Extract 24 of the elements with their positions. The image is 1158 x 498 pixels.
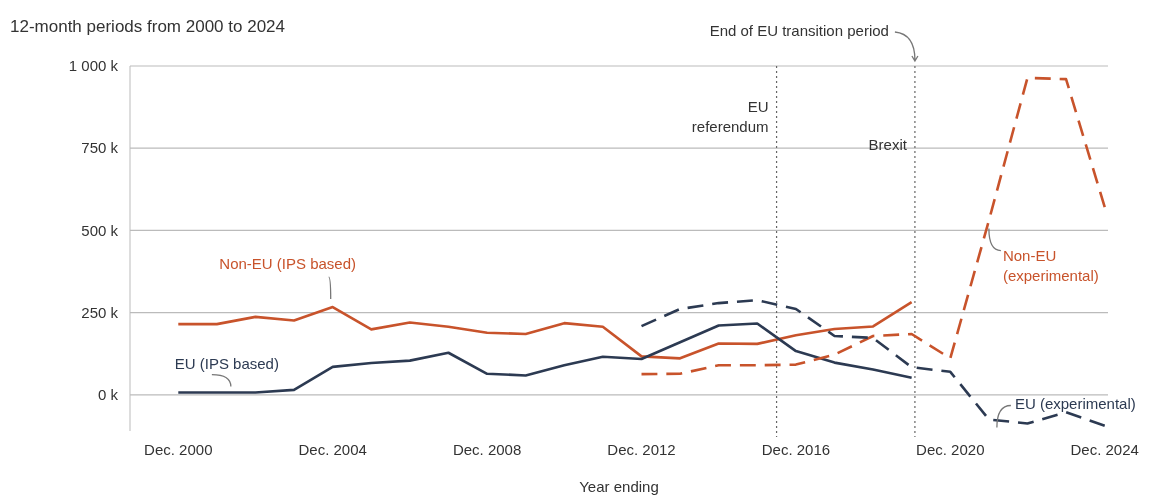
x-tick-label: Dec. 2012 <box>607 441 676 458</box>
ref-line-label: EU referendum <box>691 98 769 135</box>
chart-title: 12-month periods from 2000 to 2024 <box>10 17 286 36</box>
x-tick-label: Dec. 2000 <box>144 441 213 458</box>
series-label: EU (experimental) <box>1014 395 1136 413</box>
x-tick-label: Dec. 2024 <box>1070 441 1139 458</box>
y-tick-label: 250 k <box>81 303 119 321</box>
y-tick-label: 0 k <box>97 386 119 404</box>
x-tick-label: Dec. 2008 <box>452 441 522 458</box>
x-tick-label: Dec. 2004 <box>298 441 367 458</box>
line-series <box>640 76 1107 376</box>
series-label: Non-EU (experimental) <box>1002 246 1099 284</box>
series-label: EU (IPS based) <box>174 354 279 372</box>
x-axis-title: Year ending <box>579 478 659 495</box>
line-series <box>177 300 913 360</box>
x-tick-label: Dec. 2020 <box>916 441 985 458</box>
y-tick-label: 1 000 k <box>68 57 119 75</box>
ref-line-label: Brexit <box>868 136 908 153</box>
x-tick-label: Dec. 2016 <box>761 441 831 458</box>
annotation: End of EU transition period <box>709 22 889 39</box>
y-tick-label: 500 k <box>81 221 119 239</box>
line-series <box>177 322 913 394</box>
text: Non-EU (IPS based) <box>219 255 357 273</box>
y-tick-label: 750 k <box>81 139 119 157</box>
